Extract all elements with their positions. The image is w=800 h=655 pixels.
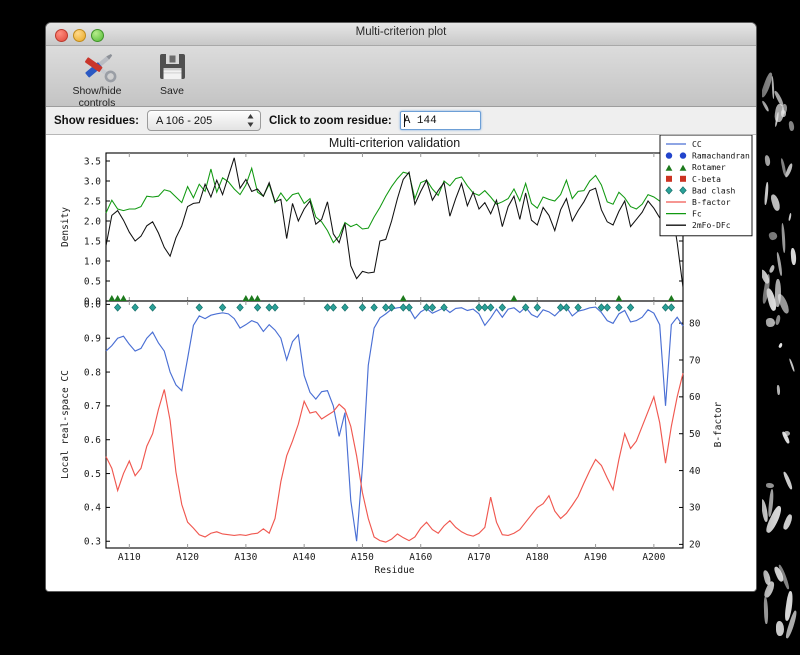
svg-text:3.5: 3.5 xyxy=(84,156,101,167)
svg-text:70: 70 xyxy=(689,355,701,366)
controls-bar: Show residues: A 106 - 205 Click to zoom… xyxy=(46,107,756,135)
svg-text:1.5: 1.5 xyxy=(84,236,101,247)
svg-text:0.0: 0.0 xyxy=(84,296,101,307)
show-residues-label: Show residues: xyxy=(54,114,139,127)
svg-text:Local real-space CC: Local real-space CC xyxy=(60,370,71,479)
zoom-residue-value: A 144 xyxy=(403,114,437,127)
svg-text:0.7: 0.7 xyxy=(84,401,101,412)
svg-text:60: 60 xyxy=(689,392,701,403)
svg-text:Rotamer: Rotamer xyxy=(692,163,726,172)
svg-text:2.5: 2.5 xyxy=(84,196,101,207)
svg-text:B-factor: B-factor xyxy=(692,198,731,207)
svg-text:Fc: Fc xyxy=(692,210,702,219)
svg-text:C-beta: C-beta xyxy=(692,175,721,184)
svg-text:2.0: 2.0 xyxy=(84,216,101,227)
svg-text:A170: A170 xyxy=(468,552,491,563)
desktop-background-artifacts xyxy=(762,0,800,655)
svg-text:2mFo-DFc: 2mFo-DFc xyxy=(692,221,731,230)
svg-text:Ramachandran: Ramachandran xyxy=(692,152,750,161)
svg-text:A130: A130 xyxy=(234,552,257,563)
svg-text:A120: A120 xyxy=(176,552,199,563)
zoom-residue-input[interactable]: A 144 xyxy=(399,111,481,130)
svg-text:A110: A110 xyxy=(118,552,141,563)
residue-range-value: A 106 - 205 xyxy=(156,114,213,127)
residue-range-select[interactable]: A 106 - 205 xyxy=(147,110,261,131)
svg-text:0.8: 0.8 xyxy=(84,367,101,378)
floppy-disk-icon xyxy=(144,50,200,84)
svg-text:Multi-criterion validation: Multi-criterion validation xyxy=(329,136,460,150)
svg-text:80: 80 xyxy=(689,318,701,329)
toolbar: Show/hide controls Sav xyxy=(46,46,756,109)
plot-canvas[interactable]: Multi-criterion validation 0.0 0.5 1.0 1.5 2.… xyxy=(46,135,756,592)
text-caret xyxy=(403,114,405,127)
svg-text:0.4: 0.4 xyxy=(84,503,101,514)
svg-text:1.0: 1.0 xyxy=(84,256,101,267)
show-hide-controls-label: Show/hide controls xyxy=(72,85,122,109)
stepper-arrows-icon xyxy=(247,113,254,128)
svg-text:0.3: 0.3 xyxy=(84,537,101,548)
svg-text:0.9: 0.9 xyxy=(84,334,101,345)
svg-text:A150: A150 xyxy=(351,552,374,563)
maximize-button[interactable] xyxy=(91,29,104,42)
multi-criterion-plot-window: Multi-criterion plot xyxy=(45,22,757,592)
click-to-zoom-label: Click to zoom residue: xyxy=(269,114,392,127)
svg-text:Residue: Residue xyxy=(374,565,414,576)
svg-text:Bad clash: Bad clash xyxy=(692,186,736,195)
svg-text:A200: A200 xyxy=(642,552,665,563)
window-title: Multi-criterion plot xyxy=(355,26,447,38)
multi-criterion-chart[interactable]: Multi-criterion validation 0.0 0.5 1.0 1.5 2.… xyxy=(46,135,756,592)
svg-text:40: 40 xyxy=(689,466,701,477)
svg-text:0.0: 0.0 xyxy=(84,300,101,311)
svg-text:50: 50 xyxy=(689,429,701,440)
minimize-button[interactable] xyxy=(73,29,86,42)
svg-text:0.6: 0.6 xyxy=(84,435,101,446)
save-button[interactable]: Save xyxy=(144,50,200,97)
svg-text:A190: A190 xyxy=(584,552,607,563)
save-label: Save xyxy=(160,85,184,97)
svg-text:3.0: 3.0 xyxy=(84,176,101,187)
svg-text:30: 30 xyxy=(689,503,701,514)
svg-text:A160: A160 xyxy=(409,552,432,563)
tools-icon xyxy=(54,50,140,84)
svg-text:0.5: 0.5 xyxy=(84,276,101,287)
svg-text:B-factor: B-factor xyxy=(713,401,724,447)
close-button[interactable] xyxy=(55,29,68,42)
svg-text:A180: A180 xyxy=(526,552,549,563)
svg-text:0.5: 0.5 xyxy=(84,469,101,480)
svg-text:CC: CC xyxy=(692,140,702,149)
svg-text:20: 20 xyxy=(689,540,701,551)
window-titlebar[interactable]: Multi-criterion plot xyxy=(46,23,756,46)
svg-text:A140: A140 xyxy=(293,552,316,563)
svg-text:Density: Density xyxy=(60,207,71,247)
show-hide-controls-button[interactable]: Show/hide controls xyxy=(54,50,140,109)
